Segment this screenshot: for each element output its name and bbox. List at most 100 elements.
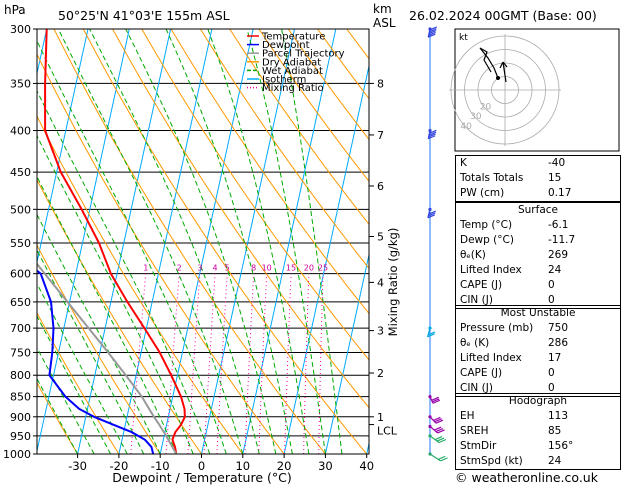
index-value: 0.17 xyxy=(548,187,572,199)
surface-value: -6.1 xyxy=(548,219,569,231)
wind-barb-flag xyxy=(434,418,442,423)
pressure-tick-label: 1000 xyxy=(3,448,31,461)
dry-adiabat-line xyxy=(37,311,120,454)
temperature-tick-label: 10 xyxy=(235,459,250,473)
hodo-label: StmDir xyxy=(460,440,497,452)
surface-table: Surface Temp (°C) -6.1 Dewp (°C) -11.7 θₑ(… xyxy=(455,202,621,309)
km-tick-label: 6 xyxy=(377,180,384,193)
wind-barb xyxy=(428,424,445,434)
wet-adiabat-line xyxy=(125,29,277,454)
wind-barb xyxy=(428,434,447,444)
mu-value: 750 xyxy=(548,322,569,334)
mixing-ratio-label: 5 xyxy=(225,264,230,273)
km-tick-label: 5 xyxy=(377,230,384,243)
legend-label: Isotherm xyxy=(262,75,306,86)
wind-barb-flag xyxy=(428,30,437,35)
km-tick-label: 3 xyxy=(377,325,384,338)
dry-adiabat-line xyxy=(37,115,244,454)
wind-barb-dot xyxy=(428,434,432,438)
mixing-ratio-line xyxy=(258,273,268,454)
hodo-value: 113 xyxy=(548,410,569,422)
km-tick-label: 8 xyxy=(377,77,384,90)
mixing-ratio-line xyxy=(130,273,147,454)
temperature-tick-label: -20 xyxy=(110,459,129,473)
wind-barb-dot xyxy=(428,207,432,211)
wind-barb xyxy=(428,395,441,404)
mixing-ratio-line xyxy=(303,273,310,454)
wind-barb-flag xyxy=(432,399,441,404)
legend-label: Temperature xyxy=(261,32,325,43)
wet-adiabat-line xyxy=(57,29,244,454)
mixing-ratio-axis-label: Mixing Ratio (g/kg) xyxy=(386,228,400,337)
mixing-ratio-label: 3 xyxy=(197,264,202,273)
hodograph-table: Hodograph EH 113 SREH 85 StmDir 156° StmSpd… xyxy=(455,393,621,470)
wet-adiabat-line xyxy=(37,346,95,454)
hodo-value: 24 xyxy=(548,455,562,467)
wind-barb-flag xyxy=(427,135,436,140)
wind-barb-dot xyxy=(428,27,432,31)
pressure-tick-label: 750 xyxy=(10,346,31,359)
hodograph-title: Hodograph xyxy=(508,395,568,407)
lcl-label: LCL xyxy=(377,425,398,438)
pressure-tick-label: 500 xyxy=(10,203,31,216)
pressure-tick-label: 900 xyxy=(10,411,31,424)
index-row-k: K -40 xyxy=(456,156,620,171)
hodograph-unit: kt xyxy=(459,33,468,43)
pressure-tick-label: 300 xyxy=(10,23,31,36)
wind-barb xyxy=(428,415,444,424)
wind-barb-flag xyxy=(427,33,436,38)
isotherm-line xyxy=(0,29,5,454)
surface-value: 269 xyxy=(548,249,569,261)
wind-barb xyxy=(426,326,436,338)
isotherm-line xyxy=(37,29,89,265)
wind-barb-flag xyxy=(428,212,436,217)
index-value: -40 xyxy=(548,157,566,169)
pressure-tick-label: 650 xyxy=(10,296,31,309)
legend-label: Dewpoint xyxy=(262,40,310,51)
wind-barb-flag xyxy=(438,438,447,444)
surface-label: Dewp (°C) xyxy=(460,234,514,246)
hodo-label: EH xyxy=(460,410,475,422)
hodo-label: StmSpd (kt) xyxy=(460,455,523,467)
index-label: K xyxy=(460,157,467,169)
dry-adiabat-line xyxy=(258,29,369,183)
surface-label: CIN (J) xyxy=(460,294,493,306)
wind-barb-flag xyxy=(437,455,446,460)
series-temperature-line xyxy=(44,29,186,454)
mu-value: 286 xyxy=(548,337,569,349)
wind-barb xyxy=(428,452,448,462)
index-row-pw: PW (cm) 0.17 xyxy=(456,186,620,201)
mu-label: Pressure (mb) xyxy=(460,322,534,334)
dry-adiabat-line xyxy=(37,53,285,454)
pressure-tick-label: 700 xyxy=(10,322,31,335)
wind-barb xyxy=(427,207,437,219)
mixing-ratio-line xyxy=(187,273,201,454)
hodo-row: StmSpd (kt) 24 xyxy=(456,454,620,469)
pressure-tick-label: 350 xyxy=(10,77,31,90)
dry-adiabat-line xyxy=(170,29,369,315)
wind-barb-dot xyxy=(428,128,432,133)
mu-row: θₑ (K) 286 xyxy=(456,336,620,351)
hodo-value: 85 xyxy=(548,425,562,437)
wet-adiabat-line xyxy=(37,248,145,454)
wind-barb-dot xyxy=(428,326,432,330)
hpa-unit-label: hPa xyxy=(4,3,26,17)
temperature-tick-label: 0 xyxy=(198,459,205,473)
series-dewpoint-line xyxy=(37,269,155,454)
surface-value: 0 xyxy=(548,279,555,291)
dry-adiabat-line xyxy=(199,29,369,270)
mixing-ratio-line xyxy=(284,273,292,454)
mixing-ratio-line xyxy=(203,273,216,454)
index-label: Totals Totals xyxy=(460,172,524,184)
mixing-ratio-label: 4 xyxy=(213,264,218,273)
legend-label: Parcel Trajectory xyxy=(262,49,345,60)
isotherm-line xyxy=(118,29,213,454)
pressure-tick-label: 950 xyxy=(10,430,31,443)
mixing-ratio-label: 10 xyxy=(262,264,272,273)
wind-barb-flag xyxy=(427,331,436,336)
km-tick-label: 2 xyxy=(377,367,384,380)
surface-label: θₑ(K) xyxy=(460,249,486,261)
mixing-ratio-label: 20 xyxy=(304,264,314,273)
hodograph-ring-label: 20 xyxy=(480,102,492,112)
surface-row: Dewp (°C) -11.7 xyxy=(456,233,620,248)
